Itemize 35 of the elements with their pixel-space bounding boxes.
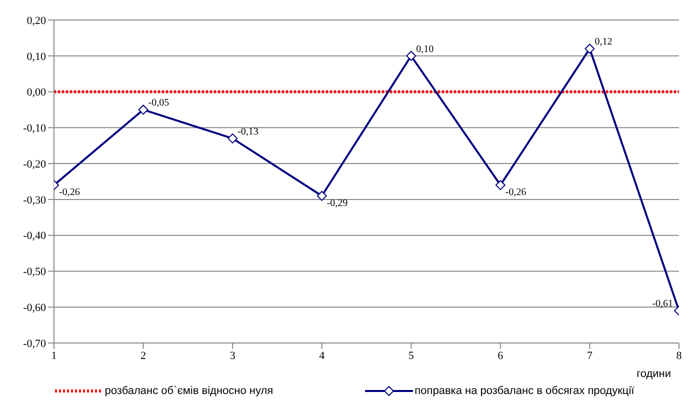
- y-tick-label: -0,70: [23, 338, 46, 350]
- point: [495, 180, 506, 190]
- data-label: -0,26: [59, 187, 80, 198]
- y-tick-label: -0,60: [23, 302, 46, 314]
- x-tick-label: 5: [408, 350, 414, 362]
- y-tick-label: 0,10: [26, 50, 46, 63]
- x-tick-label: 3: [230, 350, 236, 362]
- x-tick-label: 7: [586, 350, 593, 362]
- x-tick-label: 4: [319, 350, 326, 362]
- data-label: -0,29: [326, 198, 348, 209]
- y-tick-label: -0,10: [23, 122, 46, 135]
- x-tick-label: 2: [140, 350, 146, 362]
- y-tick-label: -0,30: [23, 194, 46, 206]
- x-tick-label: 1: [51, 350, 57, 362]
- y-tick-label: 0,20: [26, 14, 46, 27]
- point: [228, 133, 238, 144]
- point: [584, 44, 595, 54]
- y-tick-label: 0,00: [26, 86, 46, 99]
- legend-label: розбаланс об`ємів відносно нуля: [104, 385, 274, 397]
- data-label: -0,61: [652, 298, 673, 310]
- y-tick-label: -0,50: [23, 266, 46, 278]
- x-axis-title: години: [636, 368, 671, 380]
- point: [316, 190, 327, 201]
- data-label: 0,10: [416, 44, 434, 55]
- y-tick-label: -0,20: [23, 158, 46, 170]
- data-label: -0,26: [505, 187, 526, 198]
- data-label: 0,12: [594, 36, 612, 48]
- data-label: -0,13: [238, 126, 258, 138]
- x-tick-label: 6: [498, 350, 504, 362]
- point: [138, 104, 148, 115]
- x-tick-label: 8: [676, 350, 682, 362]
- data-label: -0,05: [148, 98, 170, 109]
- y-tick-label: -0,40: [23, 230, 46, 242]
- legend-label: поправка на розбаланс в обсягах продукції: [414, 385, 634, 397]
- point: [406, 50, 416, 61]
